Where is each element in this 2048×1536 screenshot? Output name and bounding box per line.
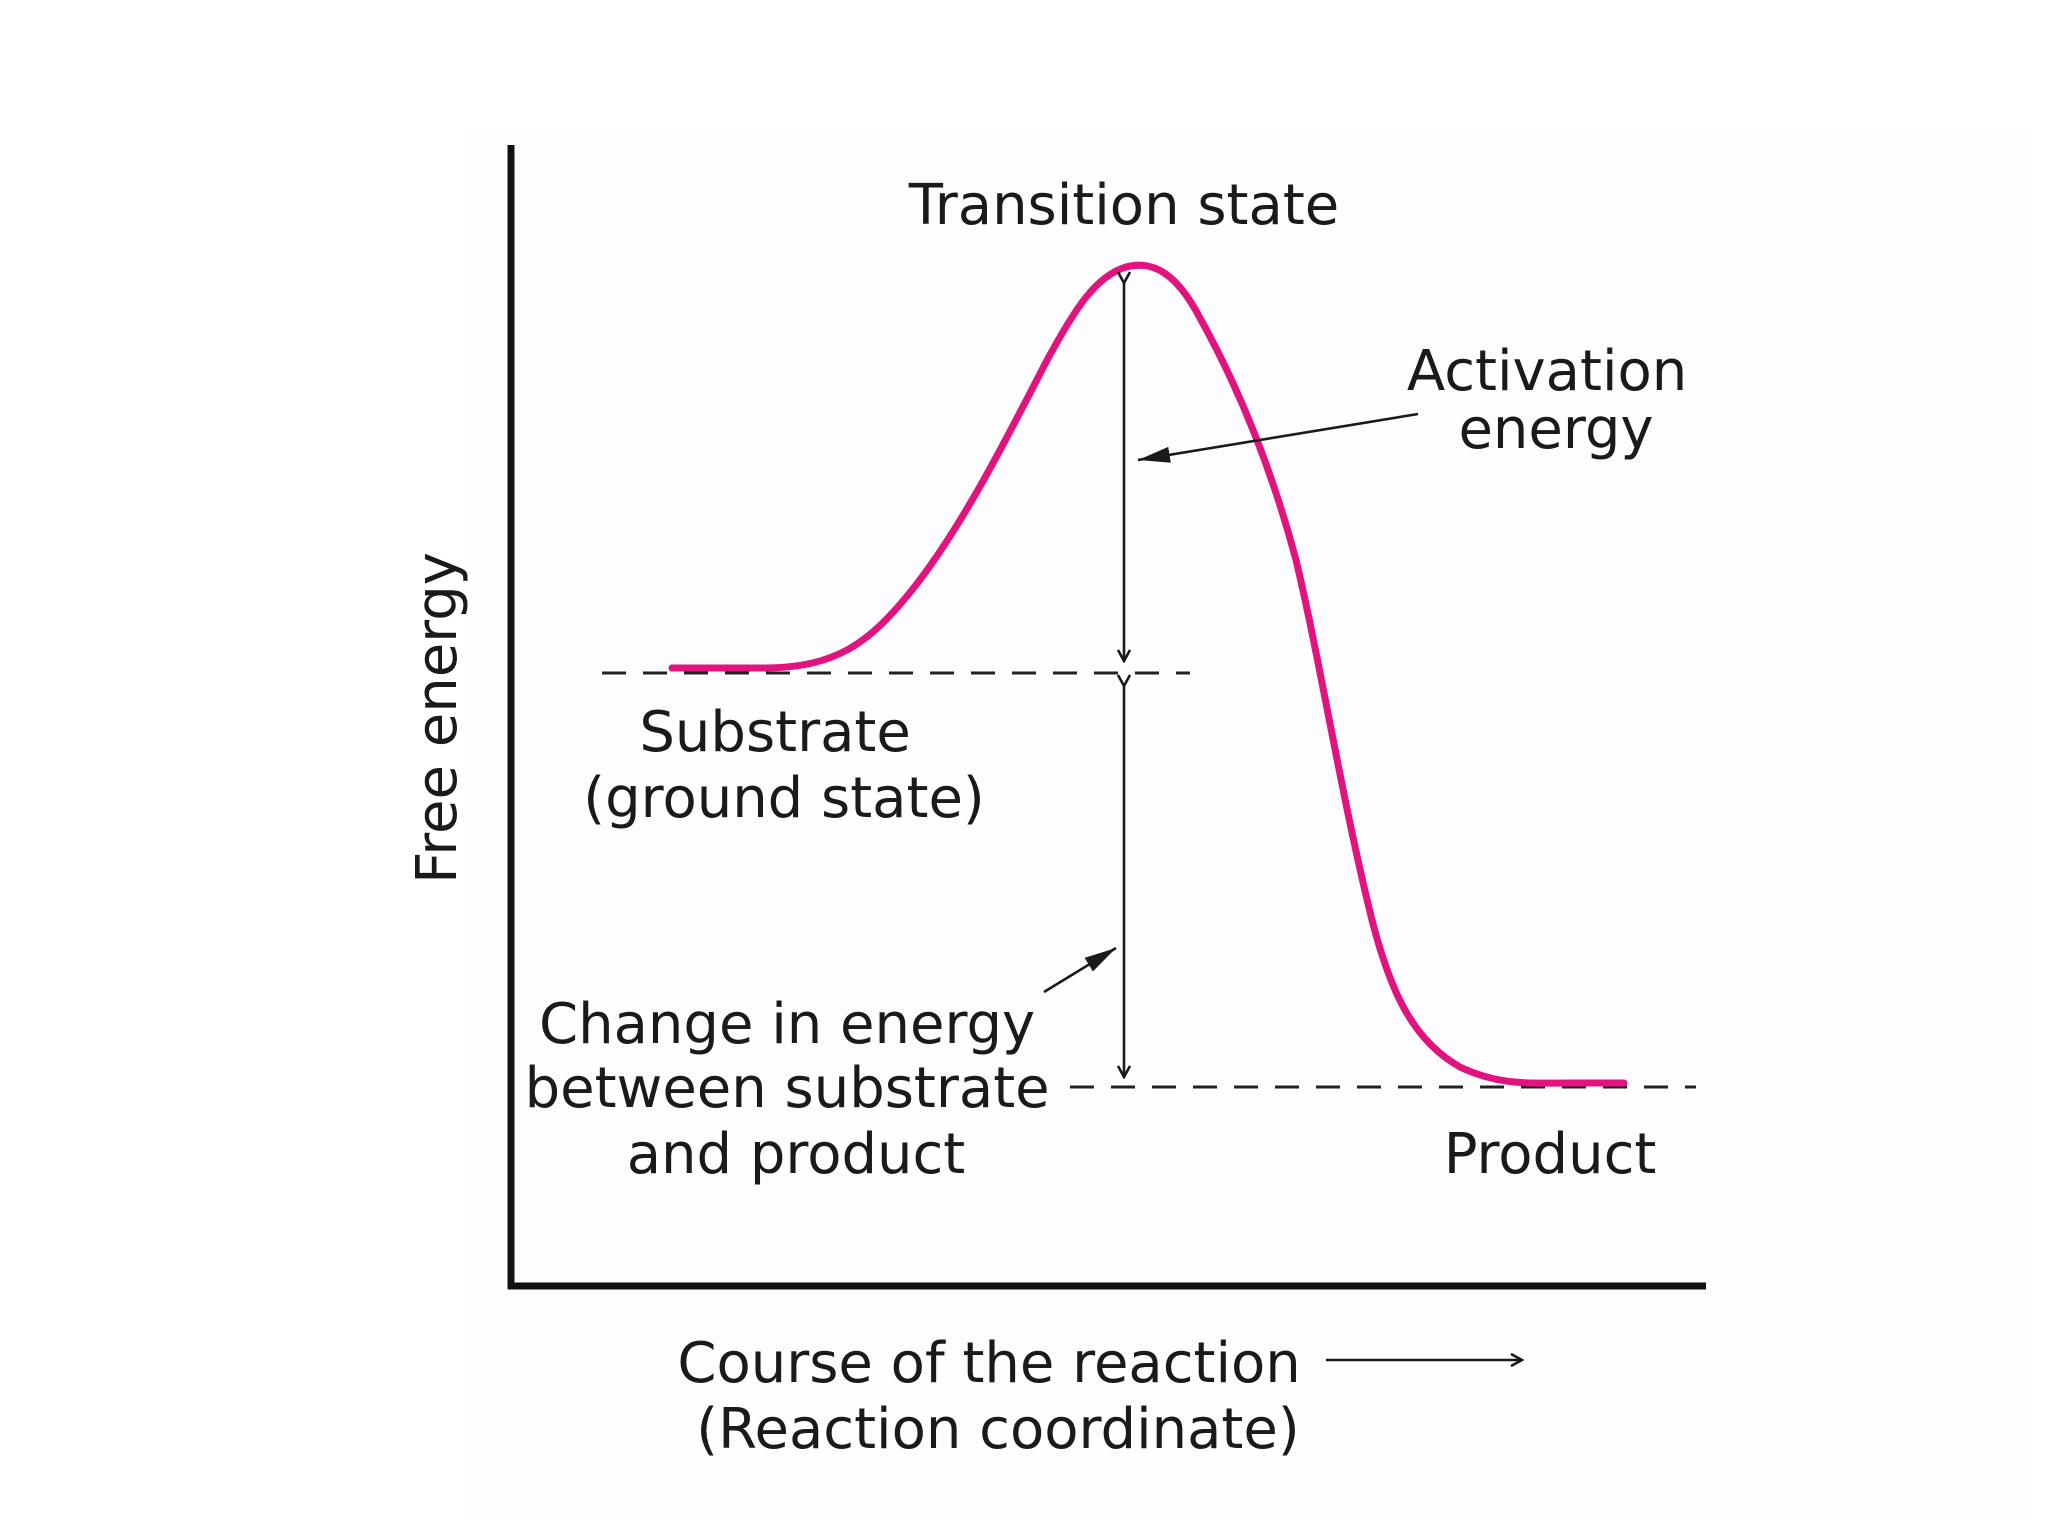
y-axis-label: Free energy (405, 552, 470, 884)
substrate-label-line-2: (ground state) (583, 766, 985, 831)
x-axis-label-line-1: Course of the reaction (677, 1331, 1300, 1396)
energy-change-label-line-1: Change in energy (539, 992, 1035, 1057)
transition-state-label: Transition state (908, 173, 1339, 238)
x-axis-label-line-2: (Reaction coordinate) (696, 1397, 1299, 1462)
free-energy-curve (668, 261, 1628, 1087)
activation-energy-label: Activation energy (1407, 339, 1705, 462)
energy-change-label-line-2: between substrate (525, 1056, 1050, 1121)
product-label: Product (1444, 1122, 1657, 1187)
energy-change-pointer (1043, 946, 1117, 994)
energy-change-label: Change in energy between substrate and p… (525, 992, 1068, 1187)
activation-energy-label-line-2: energy (1458, 397, 1653, 462)
substrate-label: Substrate (ground state) (583, 700, 985, 831)
energy-change-label-line-3: and product (627, 1122, 966, 1187)
activation-energy-pointer (1137, 412, 1419, 463)
activation-energy-label-line-1: Activation (1407, 339, 1687, 404)
substrate-label-line-1: Substrate (639, 700, 910, 765)
x-axis-label: Course of the reaction (Reaction coordin… (677, 1331, 1318, 1462)
